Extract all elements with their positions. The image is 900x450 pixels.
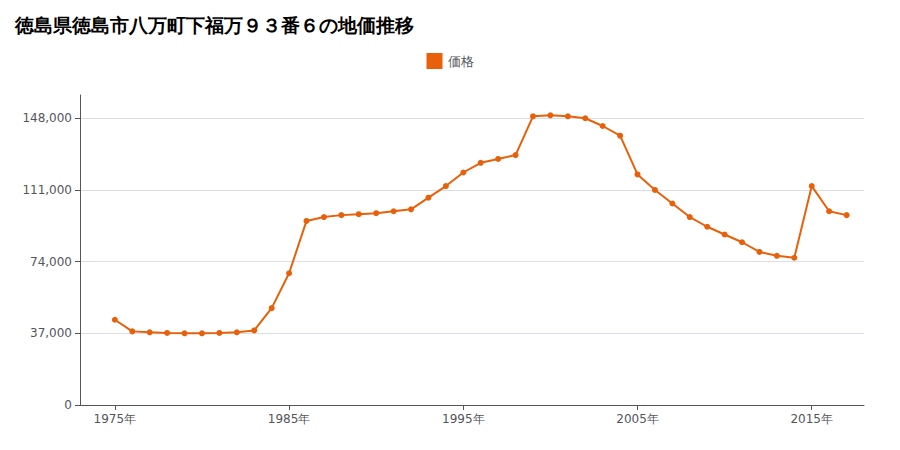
svg-text:148,000: 148,000 [22, 111, 72, 125]
svg-text:1985年: 1985年 [268, 412, 311, 426]
svg-text:価格: 価格 [448, 54, 474, 69]
svg-text:2005年: 2005年 [616, 412, 659, 426]
svg-text:0: 0 [64, 398, 72, 412]
svg-text:37,000: 37,000 [30, 326, 72, 340]
svg-text:74,000: 74,000 [30, 255, 72, 269]
svg-text:111,000: 111,000 [22, 183, 72, 197]
svg-text:1995年: 1995年 [442, 412, 485, 426]
svg-text:徳島県徳島市八万町下福万９３番６の地価推移: 徳島県徳島市八万町下福万９３番６の地価推移 [14, 14, 414, 36]
svg-text:1975年: 1975年 [94, 412, 137, 426]
svg-text:2015年: 2015年 [790, 412, 833, 426]
